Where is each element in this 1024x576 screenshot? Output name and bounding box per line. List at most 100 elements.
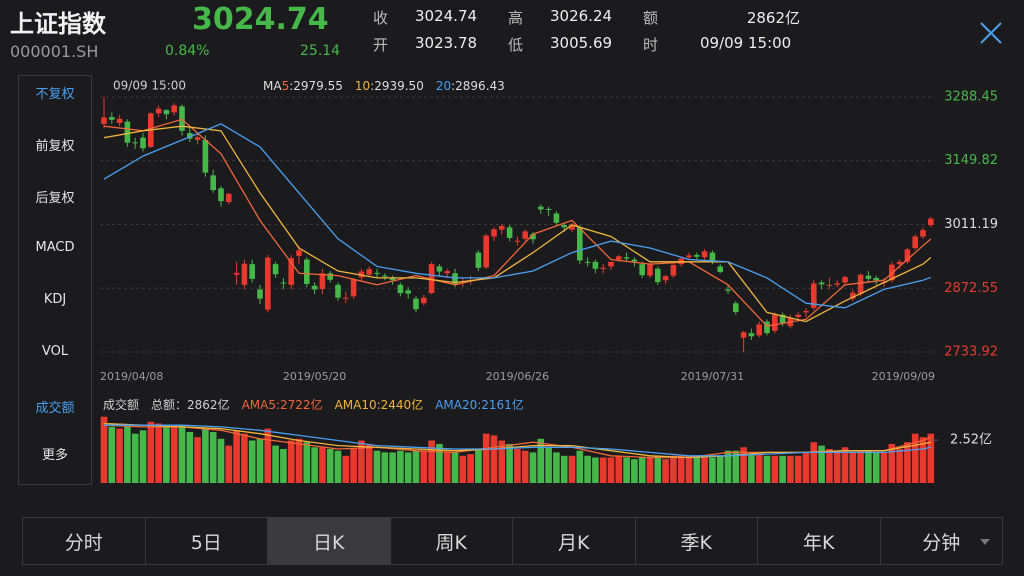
legend-value: :2896.43: [451, 79, 505, 93]
volume-bar: [233, 430, 240, 483]
volume-bar: [677, 455, 685, 483]
candle-body: [561, 225, 567, 228]
volume-bar: [482, 433, 490, 483]
volume-bar: [716, 455, 724, 483]
volume-bar: [584, 455, 591, 483]
volume-tick-label: 2.52亿: [950, 433, 992, 448]
candle-body: [569, 224, 575, 230]
sidebar-item[interactable]: KDJ: [43, 292, 67, 307]
volume-bar: [872, 452, 880, 483]
volume-bar: [560, 455, 568, 483]
volume-bar: [381, 452, 389, 483]
volume-bar: [529, 452, 537, 483]
candle-body: [623, 257, 630, 259]
volume-bar: [319, 447, 326, 483]
candle-body: [272, 264, 279, 275]
volume-bar: [116, 428, 123, 483]
candle-body: [725, 289, 731, 291]
volume-bar: [833, 450, 841, 483]
sidebar-item[interactable]: MACD: [35, 240, 75, 255]
candle-body: [343, 297, 349, 299]
quote-value: 2862亿: [746, 9, 800, 27]
volume-bar: [280, 449, 287, 483]
candle-body: [545, 208, 552, 210]
volume-bar: [755, 454, 763, 483]
tab[interactable]: 分时: [23, 518, 146, 564]
candle-body: [436, 266, 443, 272]
candle-body: [857, 274, 864, 295]
sidebar-item[interactable]: 不复权: [35, 87, 75, 102]
candle-body: [694, 254, 700, 257]
candle-body: [772, 314, 778, 331]
candle-body: [194, 137, 201, 140]
sidebar-item[interactable]: 更多: [41, 448, 68, 463]
sidebar-item[interactable]: VOL: [41, 344, 69, 359]
sidebar-item[interactable]: 成交额: [35, 401, 75, 416]
candle-body: [818, 282, 825, 285]
candle-body: [686, 255, 692, 258]
candle-body: [779, 314, 786, 323]
tab[interactable]: 季K: [636, 518, 758, 564]
tab[interactable]: 月K: [513, 518, 636, 564]
candle-body: [483, 235, 489, 268]
candle-body: [202, 139, 209, 173]
quote-label: 时: [643, 36, 659, 54]
volume-bar: [350, 449, 357, 483]
volume-bar: [615, 455, 623, 483]
legend-item: AMA10:2440亿: [335, 397, 424, 412]
candle-body: [865, 275, 872, 279]
candle-body: [850, 292, 856, 299]
ma-line: [103, 123, 932, 309]
candle-body: [382, 275, 388, 277]
sidebar-item[interactable]: 后复权: [35, 191, 75, 206]
tab[interactable]: 年K: [758, 518, 881, 564]
candle-body: [389, 277, 396, 281]
candle-body: [163, 110, 170, 115]
x-tick-label: 2019/04/08: [100, 370, 163, 383]
kline-chart: 09/09 15:00 MA5:2979.55 10:2939.50 20:2896.…: [100, 79, 998, 483]
candle-body: [584, 261, 591, 263]
candle-body: [218, 188, 224, 202]
candle-body: [304, 259, 310, 284]
tab[interactable]: 周K: [391, 518, 513, 564]
candle-body: [444, 271, 450, 274]
candle-body: [109, 116, 115, 120]
volume-bar: [810, 442, 818, 483]
candle-body: [842, 277, 848, 283]
quote-value: 3024.74: [415, 7, 478, 25]
volume-bar: [490, 435, 498, 483]
sidebar-item[interactable]: 前复权: [35, 139, 75, 154]
volume-bar: [880, 452, 888, 483]
candle-body: [233, 272, 240, 275]
candle-body: [241, 263, 248, 285]
candle-body: [889, 264, 895, 281]
quote-label: 低: [508, 36, 524, 54]
volume-bar: [334, 450, 342, 483]
volume-bar: [646, 457, 654, 483]
volume-bar: [443, 452, 451, 483]
quote-label: 高: [508, 9, 524, 27]
quote-value: 3026.24: [550, 7, 613, 25]
volume-bar: [826, 449, 833, 483]
x-tick-label: 2019/05/20: [283, 370, 346, 383]
volume-bar: [256, 438, 264, 483]
volume-bar: [763, 455, 771, 483]
candle-body: [764, 321, 770, 334]
close-button[interactable]: [978, 20, 1004, 46]
candle-body: [475, 252, 482, 268]
candle-body: [756, 324, 762, 336]
candle-body: [210, 175, 216, 191]
ma-line: [103, 118, 932, 327]
x-tick-label: 2019/07/31: [681, 370, 744, 383]
candle-body: [655, 268, 661, 283]
candle-body: [179, 106, 185, 131]
candle-body: [740, 332, 747, 338]
candle-body: [873, 277, 879, 281]
tab[interactable]: 5日: [146, 518, 268, 564]
tab[interactable]: 日K: [268, 518, 391, 564]
tab[interactable]: 分钟: [881, 518, 1003, 564]
y-tick-label: 3149.82: [944, 153, 998, 168]
volume-bar: [397, 450, 404, 483]
legend-item: 成交额: [103, 397, 139, 412]
volume-bar: [732, 450, 740, 483]
